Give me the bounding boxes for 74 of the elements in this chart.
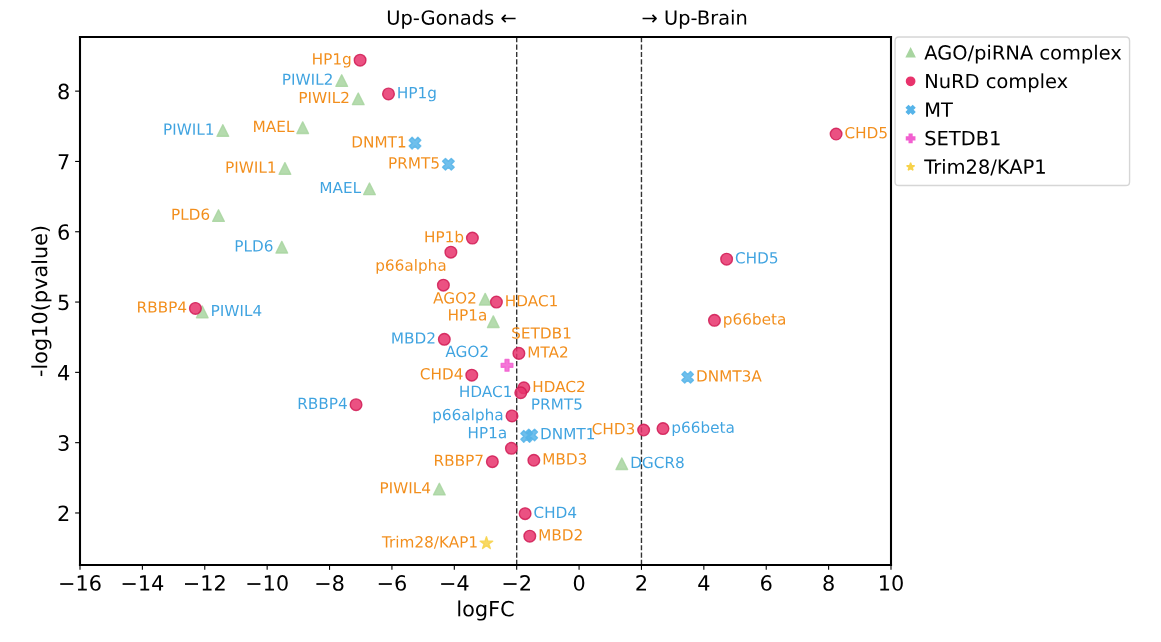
data-label: MBD3 [543, 453, 587, 465]
annotation: DNMT1 [541, 428, 595, 440]
legend-label: Trim28/KAP1 [924, 158, 1045, 176]
data-label: HP1g [313, 53, 351, 68]
annotation: p66beta [672, 421, 734, 436]
annotation: MAEL [320, 181, 362, 194]
data-label: PIWIL1 [226, 161, 276, 173]
data-label: CHD5 [845, 126, 887, 139]
data-label: HDAC2 [533, 380, 585, 393]
data-label: MBD2 [539, 529, 582, 541]
x-tick-label: −8 [316, 575, 344, 591]
data-label: Trim28/KAP1 [381, 535, 477, 549]
x-tick-label: 8 [823, 575, 834, 591]
y-tick-label: 8 [58, 83, 69, 100]
y-tick-label: 5 [58, 294, 69, 311]
data-label: RBBP7 [435, 454, 483, 466]
data-label: SETDB1 [512, 327, 571, 339]
legend-label: SETDB1 [925, 130, 1000, 146]
data-label: PLD6 [172, 208, 210, 221]
data-label: PIWIL4 [380, 482, 431, 494]
y-tick-label: 2 [58, 505, 69, 521]
data-label: PIWIL2 [299, 91, 349, 104]
annotation: HDAC1 [460, 385, 511, 398]
annotation: PIWIL4 [212, 304, 262, 317]
annotation: CHD5 [735, 252, 778, 264]
data-label: CHD3 [592, 422, 635, 435]
x-tick-label: −10 [247, 575, 288, 591]
y-tick-label: 6 [58, 224, 69, 240]
legend-label: AGO/piRNA complex [924, 44, 1122, 64]
y-tick-label: 7 [58, 154, 69, 170]
data-label: MAEL [254, 120, 295, 132]
legend-label: MT [926, 102, 953, 117]
x-tick-label: −4 [441, 575, 469, 591]
annotation: PIWIL1 [164, 123, 214, 135]
x-tick-label: 2 [636, 575, 646, 591]
x-tick-label: −14 [122, 575, 164, 591]
data-label: DNMT3A [697, 370, 762, 382]
ref-line-label: Up-Gonads ← [387, 9, 516, 29]
legend-label: NuRD complex [926, 73, 1068, 93]
x-tick-label: 6 [761, 575, 772, 591]
annotation: CHD4 [534, 506, 577, 519]
data-label: AGO2 [433, 292, 476, 304]
x-tick-label: −12 [184, 575, 225, 591]
annotation: HP1g [398, 87, 436, 102]
ref-line-label: → Up-Brain [642, 9, 747, 29]
x-tick-label: 4 [698, 575, 710, 591]
data-label: MTA2 [528, 346, 568, 358]
data-label: p66alpha [376, 259, 446, 274]
annotation: HP1a [468, 427, 506, 439]
data-label: PRMT5 [389, 157, 439, 169]
data-label: DNMT1 [352, 136, 406, 148]
annotation: PLD6 [235, 240, 273, 252]
data-label: HDAC1 [506, 294, 557, 307]
x-tick-label: 10 [880, 575, 903, 591]
annotation: DGCR8 [631, 456, 684, 469]
data-label: RBBP4 [138, 301, 187, 313]
annotation: PRMT5 [532, 398, 582, 410]
annotation: RBBP4 [298, 397, 347, 409]
annotation: p66alpha [433, 408, 503, 424]
annotation: MBD2 [392, 332, 435, 344]
y-tick-label: 4 [58, 365, 70, 381]
data-label: HP1a [449, 309, 486, 321]
x-tick-label: 0 [573, 575, 585, 591]
data-label: HP1b [425, 230, 464, 243]
data-label: CHD4 [420, 368, 463, 380]
data-label: p66beta [724, 312, 785, 328]
y-axis-title: -log10(pvalue) [31, 226, 52, 377]
x-tick-label: −2 [503, 575, 530, 591]
annotation: PIWIL2 [283, 73, 332, 85]
y-tick-label: 3 [58, 435, 69, 451]
x-tick-label: −16 [60, 575, 101, 591]
x-tick-label: −6 [378, 575, 406, 591]
x-axis-title: logFC [458, 600, 514, 621]
annotation: AGO2 [445, 345, 488, 358]
